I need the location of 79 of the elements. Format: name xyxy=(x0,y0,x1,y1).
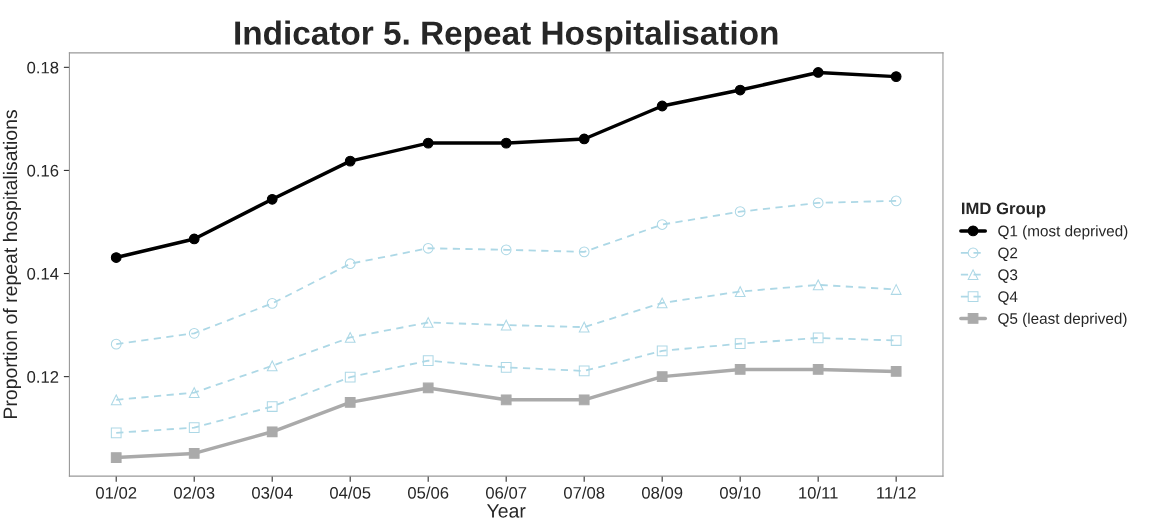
x-tick-label: 02/03 xyxy=(174,486,215,499)
point xyxy=(734,84,746,96)
point xyxy=(890,335,902,346)
x-tick-label: 07/08 xyxy=(563,486,605,499)
y-axis-title: Proportion of repeat hospitalisations xyxy=(2,110,22,418)
point xyxy=(578,321,590,333)
point xyxy=(266,401,278,412)
point xyxy=(812,364,824,375)
y-tick-label: 0.14 xyxy=(27,267,59,280)
point xyxy=(500,137,512,149)
y-tick-label: 0.12 xyxy=(27,371,59,383)
point xyxy=(188,422,200,434)
point xyxy=(500,361,512,373)
legend-title: IMD Group xyxy=(961,202,1046,218)
point xyxy=(344,397,356,408)
point xyxy=(578,365,590,377)
x-tick-label: 06/07 xyxy=(485,486,527,499)
point xyxy=(188,327,200,339)
point xyxy=(734,338,746,350)
point xyxy=(110,452,122,463)
point xyxy=(656,345,668,357)
point xyxy=(422,137,434,149)
x-tick-label: 03/04 xyxy=(252,486,293,499)
point xyxy=(578,133,590,145)
point xyxy=(266,298,278,309)
point xyxy=(578,394,590,406)
point xyxy=(734,286,746,297)
x-tick-label: 05/06 xyxy=(407,486,449,499)
point xyxy=(266,360,278,372)
point xyxy=(500,394,512,406)
point xyxy=(734,206,746,218)
legend-label: Q4 xyxy=(998,291,1018,305)
x-tick-label: 08/09 xyxy=(641,486,683,499)
point xyxy=(656,371,668,382)
point xyxy=(578,246,590,258)
point xyxy=(500,244,512,256)
point xyxy=(422,317,434,328)
point xyxy=(188,387,200,398)
x-axis-title: Year xyxy=(486,504,526,518)
point xyxy=(422,242,434,254)
point xyxy=(656,219,668,230)
point xyxy=(890,71,902,82)
point xyxy=(812,279,824,291)
point xyxy=(188,233,200,245)
y-tick-label: 0.16 xyxy=(27,164,59,177)
x-tick-label: 01/02 xyxy=(96,486,137,499)
point xyxy=(110,252,122,263)
x-tick-label: 11/12 xyxy=(877,486,916,499)
point xyxy=(344,371,356,383)
chart-title: Indicator 5. Repeat Hospitalisation xyxy=(235,20,778,52)
x-tick-label: 09/10 xyxy=(719,486,761,499)
point xyxy=(734,364,746,375)
point xyxy=(812,332,824,344)
point xyxy=(344,332,356,343)
y-tick-label: 0.18 xyxy=(27,61,59,74)
legend-label: Q3 xyxy=(998,269,1018,283)
point xyxy=(812,67,824,78)
point xyxy=(500,319,512,331)
legend-label: Q5 (least deprived) xyxy=(998,312,1127,327)
x-tick-label: 04/05 xyxy=(330,486,371,499)
point xyxy=(266,193,278,205)
x-tick-label: 10/11 xyxy=(799,486,838,499)
point xyxy=(656,100,668,112)
point xyxy=(890,366,902,377)
point xyxy=(422,355,434,367)
point xyxy=(422,382,434,394)
point xyxy=(890,284,902,295)
point xyxy=(812,197,824,209)
point xyxy=(656,297,668,309)
point xyxy=(188,448,200,459)
point xyxy=(344,155,356,167)
legend-label: Q1 (most deprived) xyxy=(998,225,1128,240)
point xyxy=(110,394,122,406)
point xyxy=(266,426,278,438)
point xyxy=(110,427,122,439)
legend-label: Q2 xyxy=(998,247,1018,262)
point xyxy=(890,195,902,207)
point xyxy=(110,338,122,350)
point xyxy=(344,258,356,270)
